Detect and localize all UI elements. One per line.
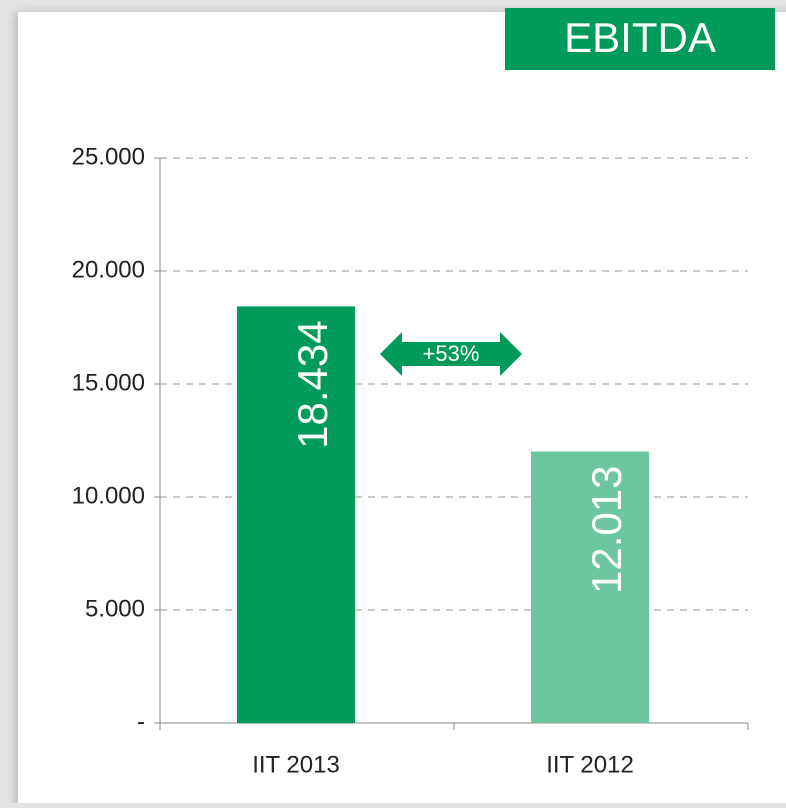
- y-tick-label: -: [137, 708, 145, 735]
- y-tick-label: 15.000: [72, 369, 145, 396]
- change-arrow: [380, 332, 522, 376]
- bar: [237, 306, 355, 723]
- chart-title: EBITDA: [564, 14, 716, 61]
- y-tick-label: 10.000: [72, 482, 145, 509]
- x-tick-label: IIT 2012: [546, 751, 634, 778]
- panel: [18, 12, 786, 808]
- y-tick-label: 5.000: [85, 595, 145, 622]
- x-tick-label: IIT 2013: [252, 751, 340, 778]
- annotation: +53%: [423, 341, 480, 366]
- bar: [531, 451, 649, 723]
- y-tick-label: 25.000: [72, 143, 145, 170]
- y-tick-label: 20.000: [72, 256, 145, 283]
- title-box: [505, 8, 775, 70]
- value-label: 12.013: [583, 466, 630, 594]
- value-label: 18.434: [289, 320, 336, 448]
